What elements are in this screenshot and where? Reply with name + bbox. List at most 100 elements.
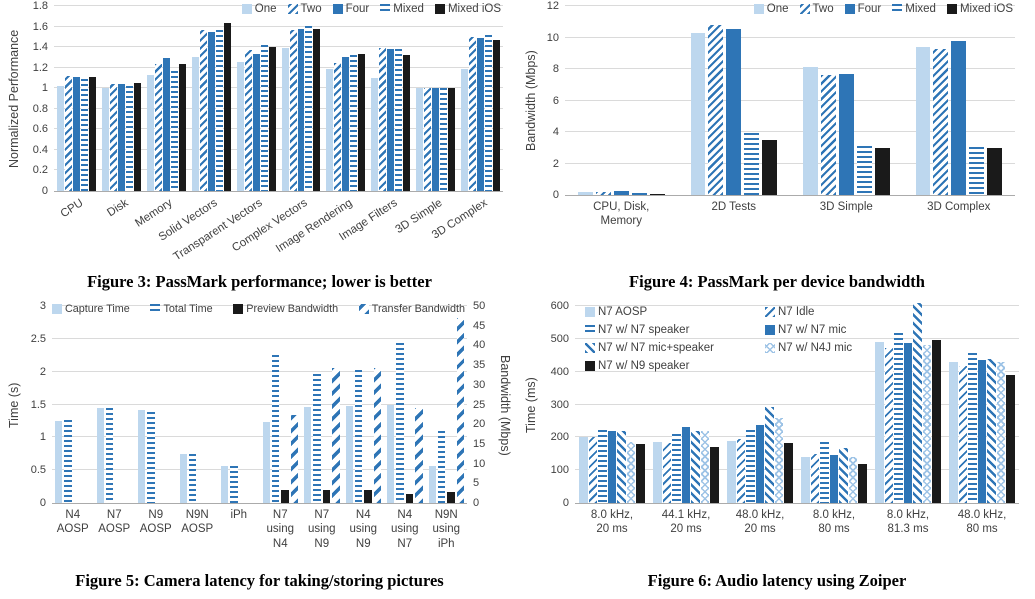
x-axis-label-line: N7	[397, 537, 413, 550]
legend-item: Mixed iOS	[946, 3, 1013, 15]
legend-swatch-diag-wide	[358, 304, 369, 314]
bar	[903, 343, 913, 503]
bar	[358, 54, 366, 191]
x-axis-label: 3D Complex	[903, 196, 1016, 234]
x-axis-label: N4 using N7	[384, 504, 426, 556]
bar	[432, 88, 440, 191]
x-axis-label: 48.0 kHz, 80 ms	[945, 504, 1019, 542]
bar	[188, 454, 197, 503]
legend-item: N7 w/ N7 mic+speaker	[585, 342, 765, 354]
bar-group	[279, 6, 324, 191]
x-axis-label: Image Rendering	[274, 197, 355, 256]
gridline	[575, 469, 1019, 471]
bar	[72, 76, 80, 191]
bar	[493, 39, 501, 191]
bar	[268, 47, 276, 191]
bar	[996, 361, 1006, 503]
y2-axis-tick-label: 15	[473, 437, 486, 450]
gridline	[54, 25, 503, 27]
bar	[109, 84, 117, 191]
y2-axis-tick-label: 30	[473, 378, 486, 391]
bar-group	[723, 306, 797, 503]
legend-swatch-hlines	[892, 4, 903, 14]
gridline	[54, 148, 503, 150]
bar	[117, 84, 125, 191]
bar	[958, 366, 968, 503]
legend-swatch-diag	[287, 4, 298, 14]
y-axis-tick-label: 0	[552, 189, 559, 201]
legend-label: Mixed iOS	[959, 3, 1013, 15]
y-axis-tick-label: 100	[550, 464, 569, 477]
legend: One Two Four Mixed Mixed iOS	[241, 3, 501, 15]
bar-group	[426, 306, 468, 503]
bar-group	[565, 6, 678, 195]
legend-item: Four	[332, 3, 370, 15]
legend-label: Two	[812, 3, 834, 15]
bar	[215, 29, 223, 191]
x-axis-label-line: 80 ms	[966, 523, 998, 536]
x-axis-label: N4 using N9	[343, 504, 385, 556]
bar	[631, 193, 647, 195]
bar	[477, 37, 485, 191]
bar	[55, 420, 63, 503]
x-axis-label-line: using	[349, 523, 378, 536]
bar-group	[99, 6, 144, 191]
bar-group	[458, 6, 503, 191]
y-axis-tick-label: 1.2	[32, 61, 48, 74]
bar	[304, 407, 312, 503]
x-axis-label-line: 48.0 kHz,	[957, 509, 1007, 521]
x-axis-label-line: 8.0 kHz,	[886, 509, 930, 521]
x-axis-label: iPh	[218, 504, 260, 556]
bar	[416, 88, 424, 191]
legend-item: N7 w/ N7 speaker	[585, 324, 765, 336]
bar	[354, 370, 363, 503]
y2-axis-tick-label: 10	[473, 457, 486, 470]
legend-label: N7 w/ N9 speaker	[598, 360, 690, 372]
legend-label: One	[766, 3, 789, 15]
legend-item: Preview Bandwidth	[233, 303, 338, 315]
bar	[371, 77, 379, 191]
gridline	[565, 131, 1015, 132]
bar	[379, 48, 387, 191]
bar	[447, 492, 455, 503]
x-axis-label-line: iPh	[230, 509, 248, 521]
bar-groups	[54, 6, 503, 191]
bar	[415, 407, 423, 503]
legend-label: Capture Time	[65, 303, 130, 315]
bar-group	[649, 306, 723, 503]
y-axis-tick-label: 0	[562, 497, 569, 509]
bar	[977, 359, 987, 503]
legend-swatch-light	[753, 4, 764, 14]
gridline	[52, 337, 467, 339]
y2-axis-tick-label: 50	[473, 300, 486, 312]
bar	[884, 348, 894, 503]
legend-label: N7 Idle	[778, 306, 815, 318]
figure-6-chart: Time (ms) 0 100 200 300 400 500 600 N7 AOSP N7 Id…	[523, 300, 1031, 569]
y-axis-tick-label: 2	[552, 157, 559, 170]
figure-5-chart: Time (s) 0 0.5 1 1.5 2 2.5 3 0 5 10 15 20 25 30 35 40 45 5…	[6, 300, 513, 569]
bar	[334, 62, 342, 191]
bar	[305, 25, 313, 191]
bar	[598, 430, 607, 503]
bar	[289, 29, 297, 191]
legend-label: Four	[345, 3, 370, 15]
bar	[342, 57, 350, 191]
bar	[617, 431, 626, 503]
bar	[396, 343, 404, 503]
legend-item: One	[753, 3, 789, 15]
bar	[332, 367, 340, 503]
bar-group	[177, 306, 219, 503]
bar	[437, 431, 446, 503]
x-axis-labels: 8.0 kHz, 20 ms 44.1 kHz, 20 ms 48.0 kHz, 20 m…	[575, 504, 1019, 542]
x-axis-label: N9 AOSP	[135, 504, 177, 556]
bar	[424, 88, 432, 191]
y-axis-tick-label: 3	[39, 300, 46, 312]
bar	[746, 430, 755, 503]
gridline	[565, 68, 1015, 69]
bar	[230, 466, 238, 503]
chart-area: 0 2 4 6 8 10 12 One Two Four Mixed Mixed iOS CPU, Di…	[547, 0, 1016, 270]
bar	[221, 466, 229, 503]
bar	[613, 191, 629, 195]
legend-swatch-cross	[765, 343, 775, 353]
